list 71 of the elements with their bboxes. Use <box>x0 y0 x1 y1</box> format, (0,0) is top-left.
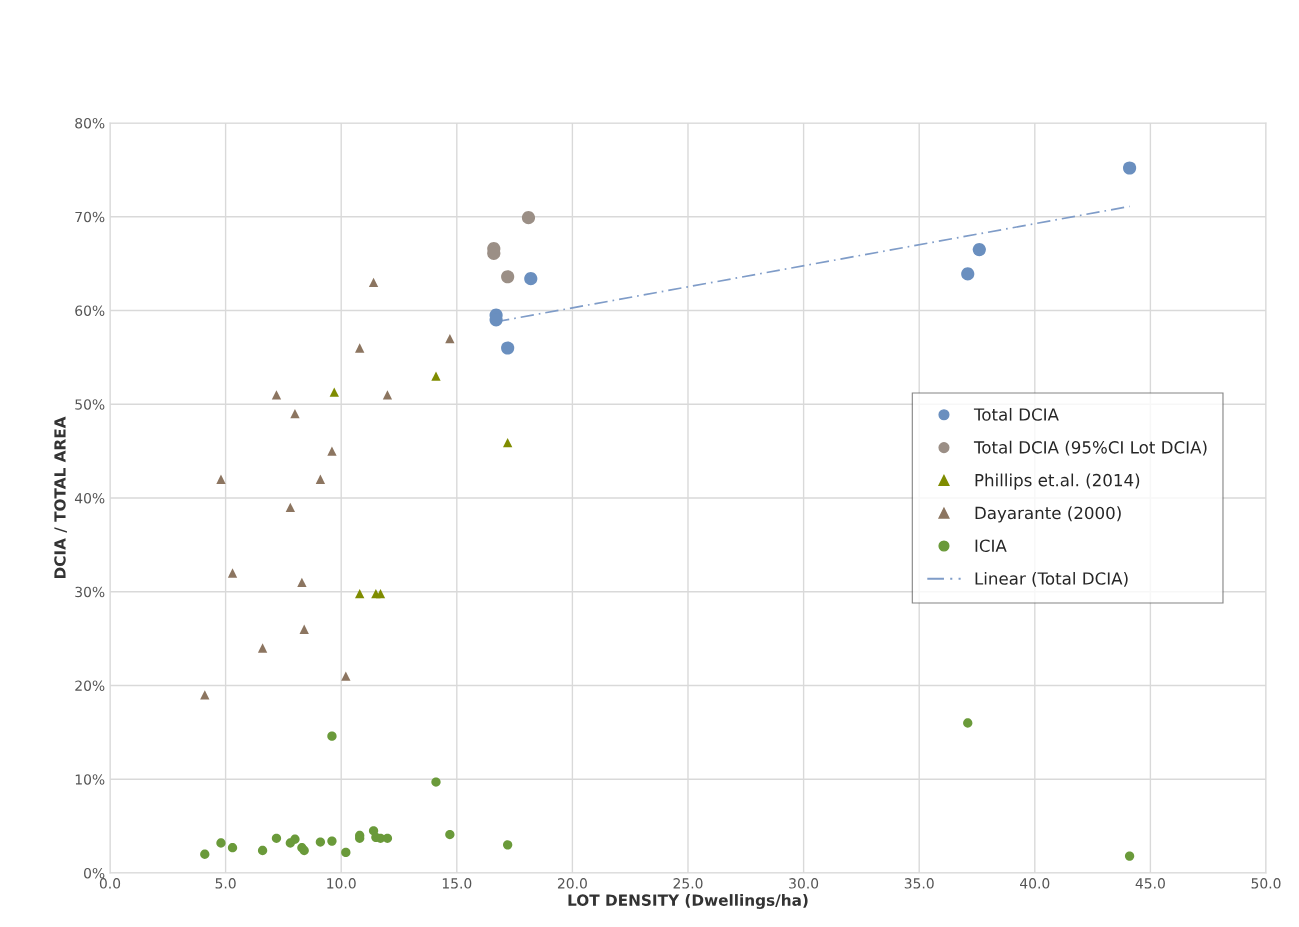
point <box>1123 161 1137 175</box>
point <box>503 438 513 448</box>
x-tick-label: 0.0 <box>99 878 121 889</box>
point <box>445 333 455 344</box>
point <box>227 568 238 578</box>
point <box>431 371 441 381</box>
y-tick-label: 50% <box>75 399 105 410</box>
point <box>327 446 337 456</box>
legend-label: ICIA <box>975 539 1007 553</box>
point <box>963 718 973 728</box>
legend-label: Total DCIA <box>973 407 1059 421</box>
x-tick-label: 50.0 <box>1251 878 1281 889</box>
point <box>501 270 515 284</box>
legend-label: Linear (Total DCIA) <box>975 571 1128 587</box>
x-tick-label: 15.0 <box>442 878 472 889</box>
legend-label: Dayarante (2000) <box>975 506 1121 523</box>
point <box>290 834 300 844</box>
x-tick-label: 40.0 <box>1020 878 1050 889</box>
y-axis-title: DCIA / TOTAL AREA <box>54 416 67 579</box>
point <box>355 588 365 599</box>
point <box>200 849 210 859</box>
point <box>961 267 975 281</box>
y-tick-label: 70% <box>75 211 105 223</box>
point <box>297 577 307 588</box>
point <box>382 390 393 400</box>
point <box>368 277 379 288</box>
point <box>524 272 538 286</box>
point <box>200 690 210 700</box>
point <box>271 833 282 843</box>
point <box>431 777 441 787</box>
x-tick-label: 35.0 <box>904 878 934 889</box>
point <box>257 643 268 653</box>
y-tick-label: 0% <box>84 867 105 879</box>
x-axis-title: LOT DENSITY (Dwellings/ha) <box>568 894 808 909</box>
point <box>285 502 295 513</box>
x-tick-label: 5.0 <box>215 878 236 889</box>
point <box>341 847 351 858</box>
point <box>315 837 326 847</box>
point <box>315 474 326 484</box>
x-tick-label: 25.0 <box>673 878 703 889</box>
point <box>227 843 238 853</box>
point <box>503 840 513 850</box>
point <box>1124 851 1135 861</box>
point <box>501 341 515 355</box>
y-tick-label: 80% <box>75 117 105 129</box>
x-tick-label: 45.0 <box>1135 878 1165 889</box>
point <box>271 390 282 400</box>
legend-label: Total DCIA (95%CI Lot DCIA) <box>973 440 1207 456</box>
y-tick-label: 10% <box>75 774 105 785</box>
point <box>327 836 337 846</box>
point <box>290 408 300 419</box>
legend-label: Phillips et.al. (2014) <box>975 473 1140 490</box>
y-tick-label: 30% <box>75 586 105 598</box>
x-tick-label: 10.0 <box>327 878 356 889</box>
y-tick-label: 60% <box>75 305 105 316</box>
point <box>327 731 337 741</box>
x-tick-label: 30.0 <box>789 878 819 889</box>
point <box>216 474 226 484</box>
point <box>972 242 986 257</box>
point <box>257 845 268 856</box>
point <box>375 588 386 599</box>
point <box>216 838 226 848</box>
x-tick-label: 20.0 <box>557 878 587 889</box>
y-tick-label: 20% <box>75 680 105 691</box>
point <box>341 671 351 681</box>
point <box>299 624 309 634</box>
point <box>329 387 339 397</box>
point <box>445 829 455 840</box>
point <box>355 343 365 353</box>
y-tick-label: 40% <box>74 492 105 504</box>
point <box>521 211 536 225</box>
